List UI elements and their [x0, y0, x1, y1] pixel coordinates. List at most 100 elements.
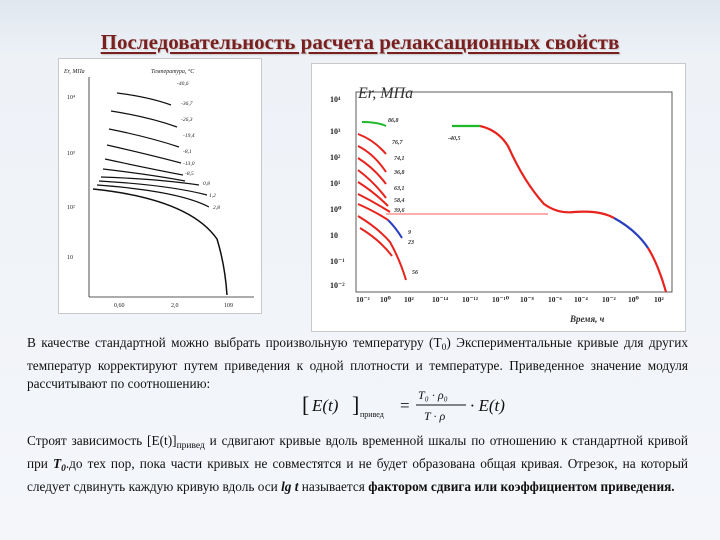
right-curve-labels: 86,8 76,7 74,1 36,8 63,1 58,4 39,6 9 23 …: [388, 118, 461, 276]
left-ytick-4: 10: [67, 255, 73, 261]
curve-4: [357, 157, 387, 185]
left-ytick-2: 10³: [67, 151, 75, 157]
left-temp-1: -40,6: [177, 80, 189, 87]
right-yticks: 10⁴ 10³ 10² 10¹ 10⁰ 10 10⁻¹ 10⁻²: [330, 95, 345, 290]
curve-3: [357, 145, 387, 173]
master-curve: [452, 124, 668, 293]
left-temp-9: 1,2: [209, 193, 216, 199]
left-temp-8: 0,8: [203, 181, 210, 187]
curve-label-7: 39,6: [393, 208, 405, 214]
p1-text-a: В качестве стандартной можно выбрать про…: [27, 335, 442, 350]
curve-label-5: 63,1: [394, 186, 405, 192]
left-curve-5: [104, 158, 184, 176]
master-red-1: [479, 124, 615, 219]
left-chart-svg: Er, МПа Температура, °С 10⁴ 10³ 10² 10 0…: [63, 68, 254, 309]
left-curve-3: [108, 128, 180, 148]
p2-b: и сдвигают кривые вдоль временной шкалы …: [27, 433, 688, 471]
curve-10: [359, 227, 393, 257]
p2-t0-sub: 0: [61, 464, 66, 474]
right-ytick-5: 10⁰: [330, 205, 342, 214]
p2-t0: T: [52, 456, 62, 471]
left-temp-2: -36,7: [181, 101, 193, 107]
curve-label-8: 9: [408, 230, 411, 236]
right-xlabel: Время, ч: [569, 314, 605, 324]
formula-denominator: T · ρ: [424, 409, 445, 423]
curve-7: [357, 193, 391, 213]
formula-lhs-sub: привед: [360, 410, 384, 419]
master-red-2: [647, 247, 668, 293]
curve-green-top: [361, 121, 387, 127]
curve-label-10: 56: [412, 270, 418, 276]
paragraph-standard-temperature: В качестве стандартной можно выбрать про…: [27, 334, 688, 393]
right-xtick-4: 10⁻¹⁴: [432, 295, 449, 304]
right-xtick-12: 10²: [654, 295, 665, 304]
left-temp-3: -26,3: [181, 117, 193, 123]
p2-a: Строят зависимость [E(t)]: [27, 433, 177, 448]
p2-c: .до тех пор, пока части кривых не совмес…: [27, 456, 689, 494]
left-curve-9: [96, 184, 210, 208]
curve-label-9: 23: [407, 240, 414, 246]
right-ytick-3: 10²: [330, 153, 341, 162]
curve-label-4: 36,8: [393, 170, 405, 176]
formula-eq: =: [400, 396, 410, 415]
right-xtick-1: 10⁻²: [356, 295, 370, 304]
left-curve-2: [110, 110, 178, 128]
left-curves: [92, 92, 228, 296]
right-ytick-1: 10⁴: [330, 95, 341, 104]
left-ytick-1: 10⁴: [67, 95, 75, 101]
left-legend-title: Температура, °С: [151, 68, 195, 75]
right-xtick-6: 10⁻¹⁰: [492, 295, 510, 304]
p1-sub-0: 0: [441, 343, 447, 353]
p1-text-b: ) Экспериментальные кривые для других те…: [27, 335, 688, 391]
right-plot-frame: [355, 91, 673, 293]
right-ytick-8: 10⁻²: [330, 281, 345, 290]
p2-lgt: lg t: [281, 479, 299, 494]
curve-label-1: 86,8: [388, 118, 399, 124]
curve-label-2: 76,7: [392, 140, 404, 146]
left-curve-8: [98, 180, 208, 196]
right-xtick-10: 10⁻²: [602, 295, 616, 304]
right-xtick-9: 10⁻⁴: [574, 295, 588, 304]
right-xtick-11: 10⁰: [628, 295, 640, 304]
left-temp-4: -19,4: [183, 132, 195, 139]
formula-bracket-open: [: [302, 392, 309, 417]
formula-rhs: · E(t): [470, 396, 505, 415]
right-ytick-7: 10⁻¹: [330, 257, 345, 266]
right-chart-svg: Er, МПа 10⁴ 10³ 10² 10¹ 10⁰ 10 10⁻¹ 10⁻²…: [330, 85, 673, 324]
left-temp-6: -13,0: [183, 161, 195, 167]
left-xtick-1: 0,60: [114, 303, 125, 309]
reduced-modulus-formula: [ E(t) ] привед = T₀ · ρ₀ T · ρ · E(t): [300, 384, 540, 426]
formula-svg: [ E(t) ] привед = T₀ · ρ₀ T · ρ · E(t): [302, 388, 505, 423]
right-ylabel: Er, МПа: [357, 85, 413, 102]
right-xtick-7: 10⁻⁸: [520, 295, 534, 304]
left-temp-10: 2,8: [213, 205, 220, 211]
right-xtick-2: 10⁰: [380, 295, 392, 304]
left-ytick-3: 10²: [67, 205, 75, 211]
right-master-curve-chart: Er, МПа 10⁴ 10³ 10² 10¹ 10⁰ 10 10⁻¹ 10⁻²…: [311, 63, 686, 332]
left-temp-labels: -40,6 -36,7 -26,3 -19,4 -8,1 -13,0 -8,5 …: [177, 80, 220, 211]
p2-a-sub: привед: [176, 441, 205, 451]
right-xtick-5: 10⁻¹²: [462, 295, 479, 304]
left-curve-7: [100, 176, 200, 186]
left-xtick-3: 109: [224, 303, 233, 309]
curve-6: [357, 181, 389, 207]
left-curve-1: [116, 92, 172, 106]
p2-bold-end: фактором сдвига или коэффициентом привед…: [368, 479, 675, 494]
formula-numerator: T₀ · ρ₀: [418, 388, 448, 402]
left-relaxation-chart: Er, МПа Температура, °С 10⁴ 10³ 10² 10 0…: [58, 58, 262, 314]
master-curve-label: -40,5: [448, 136, 461, 142]
curve-8-blue: [387, 219, 403, 239]
master-blue: [613, 217, 649, 249]
curve-label-6: 58,4: [394, 198, 405, 204]
right-xticks: 10⁻² 10⁰ 10² 10⁻¹⁴ 10⁻¹² 10⁻¹⁰ 10⁻⁸ 10⁻⁶…: [356, 295, 665, 304]
left-temp-7: -8,5: [185, 171, 194, 177]
right-ytick-2: 10³: [330, 127, 341, 136]
left-curve-6: [102, 168, 186, 182]
p2-d: называется: [298, 479, 369, 494]
curve-8: [357, 203, 389, 221]
left-temp-5: -8,1: [183, 149, 192, 155]
curve-label-3: 74,1: [394, 156, 405, 162]
right-ytick-4: 10¹: [330, 179, 341, 188]
curve-9: [357, 215, 407, 281]
